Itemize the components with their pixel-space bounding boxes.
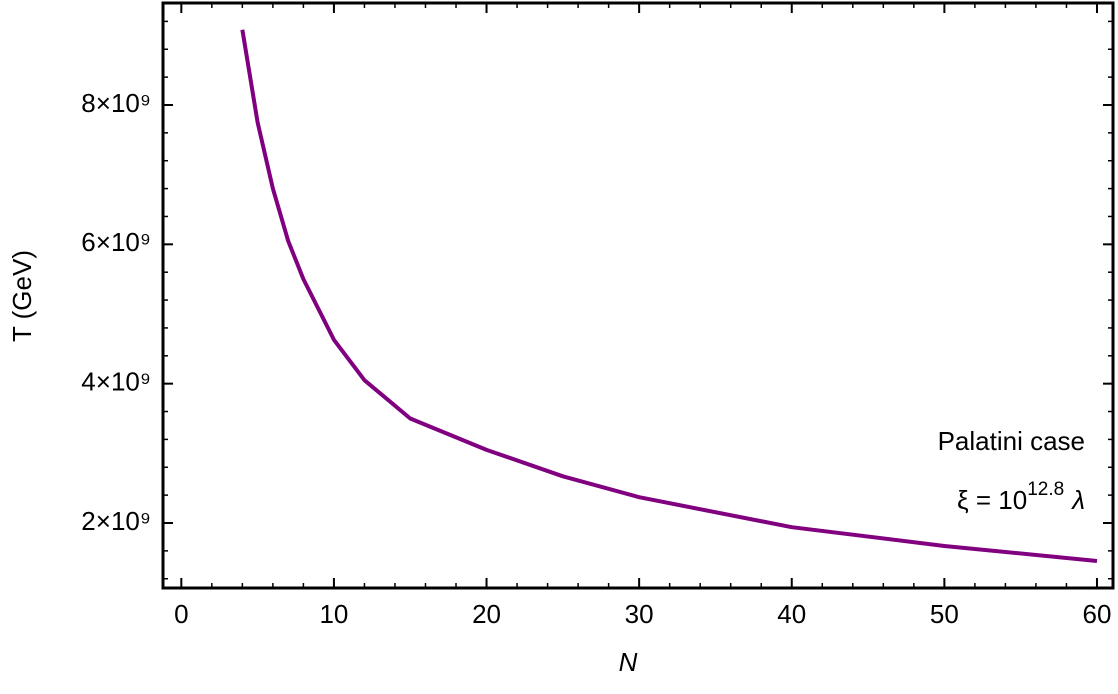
annotation-formula: ξ = 1012.8 λ (957, 479, 1085, 515)
y-tick-label: 8×10⁹ (81, 88, 151, 118)
x-tick-label: 20 (472, 599, 501, 629)
y-tick-label: 6×10⁹ (81, 227, 151, 257)
data-line (240, 29, 1098, 563)
x-tick-label: 10 (319, 599, 348, 629)
x-tick-label: 30 (625, 599, 654, 629)
formula-tail: λ (1070, 485, 1085, 515)
y-tick-label: 4×10⁹ (81, 367, 151, 397)
y-axis-label: T (GeV) (7, 250, 37, 342)
formula-exp: 12.8 (1027, 479, 1064, 500)
y-tick-label: 2×10⁹ (81, 506, 151, 536)
annotation: Palatini case (938, 426, 1085, 456)
x-tick-label: 50 (930, 599, 959, 629)
plot-frame (161, 1, 1115, 590)
formula-base: ξ = 10 (957, 485, 1027, 515)
x-axis-label: N (619, 647, 638, 677)
x-tick-label: 40 (777, 599, 806, 629)
x-tick-label: 0 (174, 599, 188, 629)
x-tick-label: 60 (1083, 599, 1112, 629)
